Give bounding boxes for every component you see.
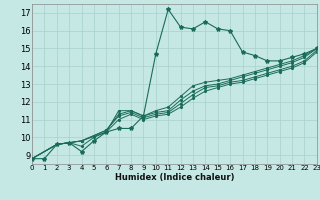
- X-axis label: Humidex (Indice chaleur): Humidex (Indice chaleur): [115, 173, 234, 182]
